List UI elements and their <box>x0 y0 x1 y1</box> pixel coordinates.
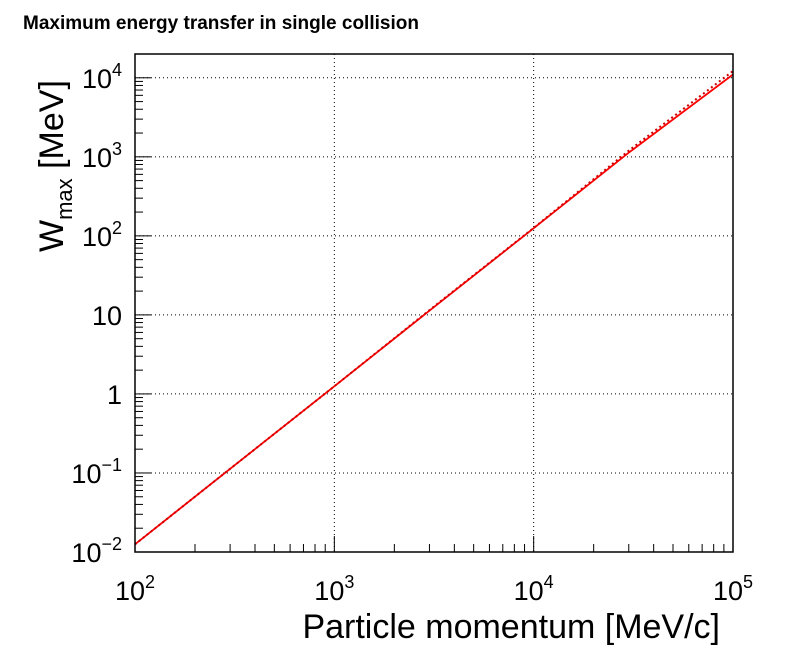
x-axis-label: Particle momentum [MeV/c] <box>302 608 720 646</box>
x-tick-label: 105 <box>713 572 753 606</box>
y-axis-label-subscript: max <box>52 178 77 220</box>
y-tick-label: 103 <box>82 139 122 173</box>
x-tick-label: 103 <box>314 572 354 606</box>
y-axis-label-main: W <box>33 220 71 252</box>
y-tick-label: 104 <box>82 60 122 94</box>
y-tick-labels: 10−2 10−1 1 10 102 103 104 <box>71 60 122 568</box>
minor-ticks <box>134 53 734 553</box>
series-line-dotted <box>134 70 734 546</box>
y-tick-label: 1 <box>107 380 122 410</box>
chart-title: Maximum energy transfer in single collis… <box>23 13 419 34</box>
y-axis-label-unit: [MeV] <box>33 80 71 178</box>
grid <box>135 54 733 552</box>
series-line-solid <box>134 73 734 546</box>
y-tick-label: 10−2 <box>71 534 122 568</box>
y-tick-label: 10−1 <box>71 455 122 489</box>
x-tick-labels: 102 103 104 105 <box>115 572 753 606</box>
x-tick-label: 104 <box>514 572 554 606</box>
y-axis-label: Wmax [MeV] <box>33 80 77 252</box>
x-tick-label: 102 <box>115 572 155 606</box>
series-layer <box>134 70 734 546</box>
y-tick-label: 10 <box>92 301 122 331</box>
plot-frame <box>134 53 734 553</box>
y-tick-label: 102 <box>82 218 122 252</box>
y-axis-label-text: Wmax [MeV] <box>33 80 77 252</box>
